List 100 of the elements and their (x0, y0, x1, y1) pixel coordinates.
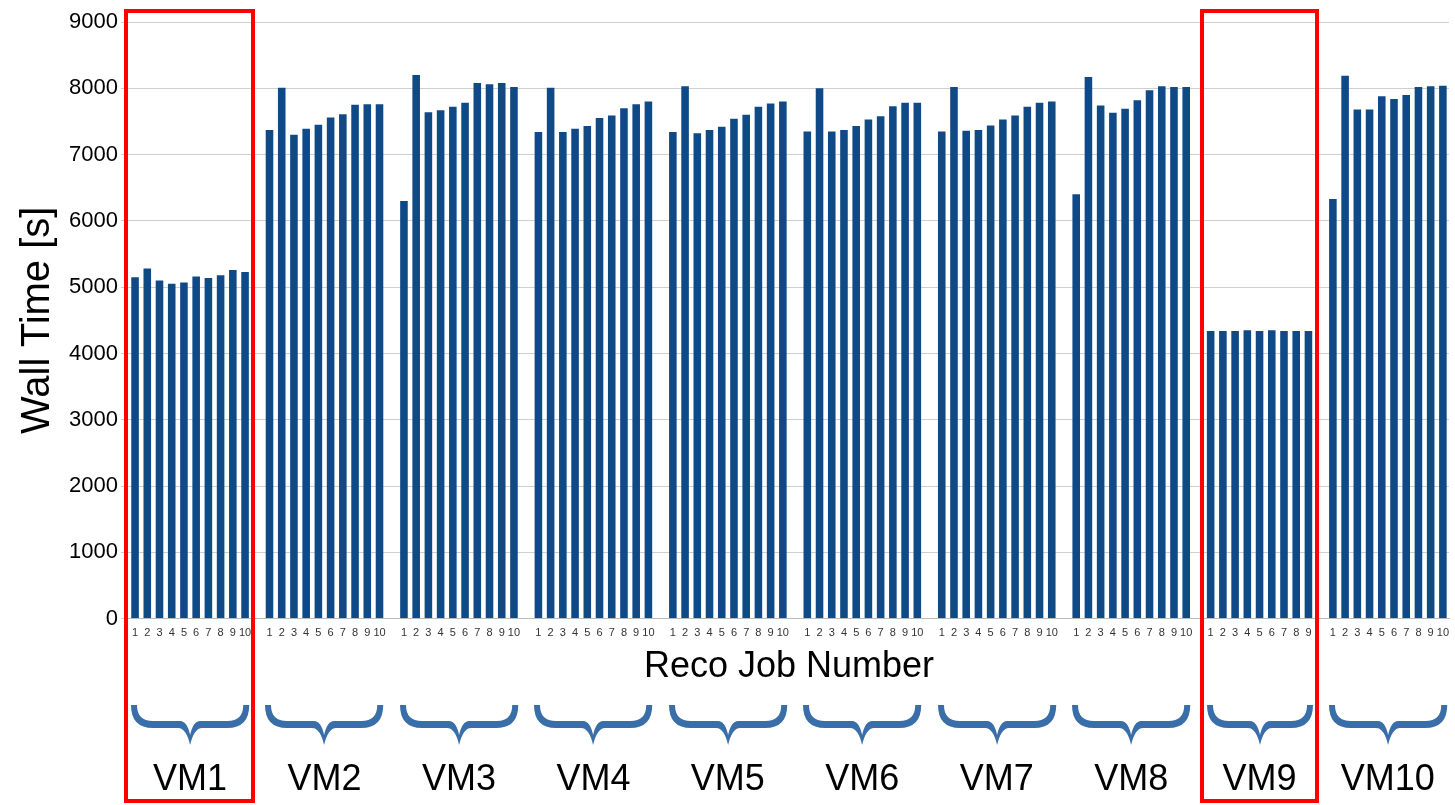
bar (436, 110, 445, 619)
bar (583, 126, 592, 619)
x-tick-label: 3 (1354, 626, 1361, 639)
bar (1353, 109, 1362, 619)
bar (204, 277, 213, 619)
y-tick-label: 1000 (68, 538, 118, 564)
bar (559, 132, 567, 619)
x-tick-label: 4 (840, 626, 848, 639)
bar (192, 276, 200, 619)
x-tick-label: 4 (437, 626, 444, 639)
y-tick-label: 7000 (68, 140, 118, 166)
x-tick-label: 3 (290, 626, 298, 639)
x-tick-label: 3 (828, 626, 835, 639)
x-tick-label: 4 (572, 626, 579, 639)
bar (1023, 106, 1032, 619)
x-tick-label: 1 (131, 626, 139, 639)
bar (705, 130, 714, 619)
x-tick-label: 7 (1146, 626, 1153, 639)
x-tick-label: 1 (1329, 626, 1336, 639)
bar (1341, 75, 1349, 619)
bar (1133, 100, 1142, 619)
bar (241, 271, 249, 619)
bar (1072, 194, 1080, 619)
bar (607, 115, 616, 619)
x-tick-label: 1 (938, 626, 945, 639)
x-tick-label: 6 (1390, 626, 1398, 639)
x-tick-label: 2 (1342, 626, 1349, 639)
x-tick-label: 5 (987, 626, 994, 639)
x-tick-label: 10 (1045, 626, 1058, 639)
bar (950, 86, 958, 619)
x-tick-label: 7 (474, 626, 481, 639)
y-tick-label: 9000 (68, 8, 118, 34)
x-tick-label: 9 (902, 626, 909, 639)
bar (974, 130, 983, 619)
x-tick-label: 4 (303, 626, 310, 639)
bar (571, 128, 579, 619)
x-tick-label: 9 (1427, 626, 1434, 639)
text: VM2 (287, 757, 362, 798)
x-tick-label: 2 (547, 626, 554, 639)
text: VM7 (959, 757, 1034, 798)
x-tick-label: 2 (1219, 626, 1226, 639)
bar (1365, 109, 1374, 619)
bar (1390, 98, 1398, 619)
x-tick-label: 5 (180, 626, 188, 639)
x-tick-label: 1 (1207, 626, 1214, 639)
x-axis-title: Reco Job Number (643, 644, 935, 686)
bar (546, 87, 555, 619)
x-tick-label: 9 (498, 626, 505, 639)
x-tick-label: 5 (1378, 626, 1385, 639)
bar (986, 125, 995, 619)
x-tick-label: 1 (400, 626, 408, 639)
bar (534, 132, 543, 619)
bar (1157, 86, 1166, 619)
bar (1329, 198, 1337, 619)
x-tick-label: 2 (278, 626, 285, 639)
x-tick-label: 5 (718, 626, 725, 639)
bar (424, 112, 433, 619)
x-tick-label: 2 (1085, 626, 1092, 639)
bar (485, 84, 494, 619)
x-tick-label: 6 (462, 626, 469, 639)
x-tick-label: 3 (1097, 626, 1104, 639)
x-tick-label: 2 (413, 626, 420, 639)
bar (314, 124, 323, 619)
x-tick-label: 10 (373, 626, 386, 639)
x-tick-label: 4 (168, 626, 175, 639)
x-tick-label: 4 (1244, 626, 1251, 639)
bar (351, 104, 359, 619)
x-tick-label: 4 (975, 626, 982, 639)
x-tick-label: 6 (1268, 626, 1275, 639)
text: VM3 (421, 757, 496, 798)
y-axis-title: Wall Time [s] (13, 206, 58, 435)
x-tick-label: 5 (584, 626, 591, 639)
x-tick-label: 7 (1280, 626, 1288, 639)
x-tick-label: 10 (776, 626, 789, 639)
bar (1035, 102, 1044, 619)
bar (840, 130, 848, 619)
bar (913, 102, 922, 619)
y-tick-label: 3000 (68, 405, 118, 431)
y-tick-label: 4000 (68, 339, 118, 365)
bar (473, 82, 482, 619)
bar (669, 132, 677, 619)
bar (1182, 86, 1190, 619)
bar (326, 117, 335, 619)
x-tick-label: 2 (144, 626, 151, 639)
y-tick-label: 2000 (68, 472, 118, 498)
bar (375, 104, 384, 619)
x-tick-label: 3 (963, 626, 970, 639)
x-tick-label: 6 (596, 626, 603, 639)
x-tick-label: 8 (889, 626, 896, 639)
bar (229, 269, 237, 619)
bar (510, 86, 518, 619)
x-tick-label: 3 (559, 626, 566, 639)
bar (1414, 86, 1423, 619)
bar (1426, 86, 1435, 619)
bar (730, 118, 738, 619)
bar (644, 101, 653, 619)
bar (864, 119, 873, 619)
text: VM9 (1222, 757, 1297, 798)
bar (827, 131, 836, 619)
bar (302, 128, 310, 619)
